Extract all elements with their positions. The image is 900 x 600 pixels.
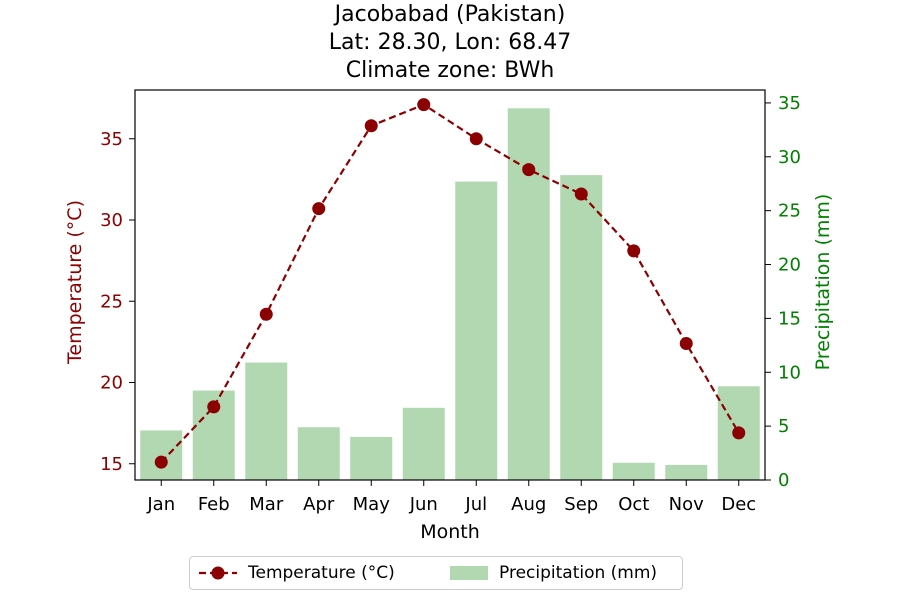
- x-tick-label: Apr: [303, 494, 335, 515]
- x-tick-label: Nov: [669, 494, 704, 515]
- legend-precipitation-swatch: [450, 566, 488, 580]
- y-right-tick-label: 25: [778, 201, 801, 222]
- x-tick-label: Sep: [564, 494, 598, 515]
- precip-bar-jun: [402, 407, 445, 480]
- precip-bar-may: [350, 436, 393, 480]
- x-tick-label: Mar: [249, 494, 284, 515]
- y-left-tick-label: 20: [100, 373, 123, 394]
- x-tick-label: Feb: [198, 494, 230, 515]
- temp-point-sep: [574, 187, 588, 201]
- temp-point-mar: [259, 307, 273, 321]
- legend-item-temperature: Temperature (°C): [198, 562, 395, 584]
- y-left-axis-label: Temperature (°C): [64, 200, 86, 365]
- temp-point-nov: [679, 337, 693, 350]
- temp-point-oct: [627, 244, 641, 258]
- chart-title-line-3: Climate zone: BWh: [345, 58, 555, 83]
- temp-point-apr: [312, 202, 326, 216]
- chart-title-line-2: Lat: 28.30, Lon: 68.47: [328, 30, 572, 55]
- x-tick-label: May: [353, 494, 391, 515]
- precip-bar-apr: [297, 427, 340, 480]
- temperature-series-line: [160, 103, 740, 463]
- x-tick-label: Jan: [146, 494, 175, 515]
- legend-precipitation-label: Precipitation (mm): [499, 563, 658, 583]
- y-right-tick-label: 35: [778, 93, 801, 114]
- legend-item-precipitation: Precipitation (mm): [449, 562, 657, 584]
- precipitation-bars: [140, 108, 760, 481]
- precip-bar-nov: [665, 464, 708, 480]
- y-left-tick-label: 35: [100, 129, 123, 150]
- y-right-tick-label: 15: [778, 308, 801, 329]
- precip-bar-mar: [245, 362, 288, 480]
- x-tick-label: Jul: [464, 494, 487, 515]
- y-right-tick-label: 10: [778, 362, 801, 383]
- y-right-tick-label: 5: [778, 416, 789, 437]
- precip-bar-sep: [560, 175, 603, 480]
- y-right-tick-label: 20: [778, 255, 801, 276]
- precip-bar-oct: [612, 462, 655, 480]
- temp-point-aug: [522, 163, 536, 177]
- plot-frame: [134, 89, 766, 481]
- y-right-tick-label: 30: [778, 147, 801, 168]
- legend-temperature-label: Temperature (°C): [248, 563, 395, 583]
- precip-bar-jan: [140, 430, 183, 480]
- chart-title-line-1: Jacobabad (Pakistan): [334, 2, 566, 27]
- x-tick-label: Jun: [409, 494, 438, 515]
- legend-temperature-swatch: [199, 566, 237, 580]
- x-tick-label: Dec: [721, 494, 756, 515]
- temp-point-feb: [207, 400, 221, 414]
- x-axis-label: Month: [420, 521, 480, 543]
- y-left-tick-label: 25: [100, 291, 123, 312]
- axes: 15 20 25 30 35 0 5 10 15 20 25 30 35 Jan Feb Mar Apr May J…: [64, 89, 834, 543]
- y-left-tick-label: 15: [100, 454, 123, 475]
- temp-point-dec: [732, 426, 746, 440]
- y-left-tick-label: 30: [100, 210, 123, 231]
- temperature-line: [154, 98, 746, 469]
- y-right-tick-label: 0: [778, 470, 789, 491]
- temp-point-may: [364, 119, 378, 133]
- legend: Temperature (°C) Precipitation (mm): [189, 556, 683, 590]
- y-right-axis-label: Precipitation (mm): [812, 194, 834, 371]
- precip-bar-jul: [455, 181, 498, 480]
- temp-point-jun: [417, 98, 431, 112]
- temp-point-jul: [469, 132, 483, 146]
- x-tick-label: Aug: [511, 494, 546, 515]
- temp-point-jan: [154, 455, 168, 469]
- x-tick-label: Oct: [618, 494, 649, 515]
